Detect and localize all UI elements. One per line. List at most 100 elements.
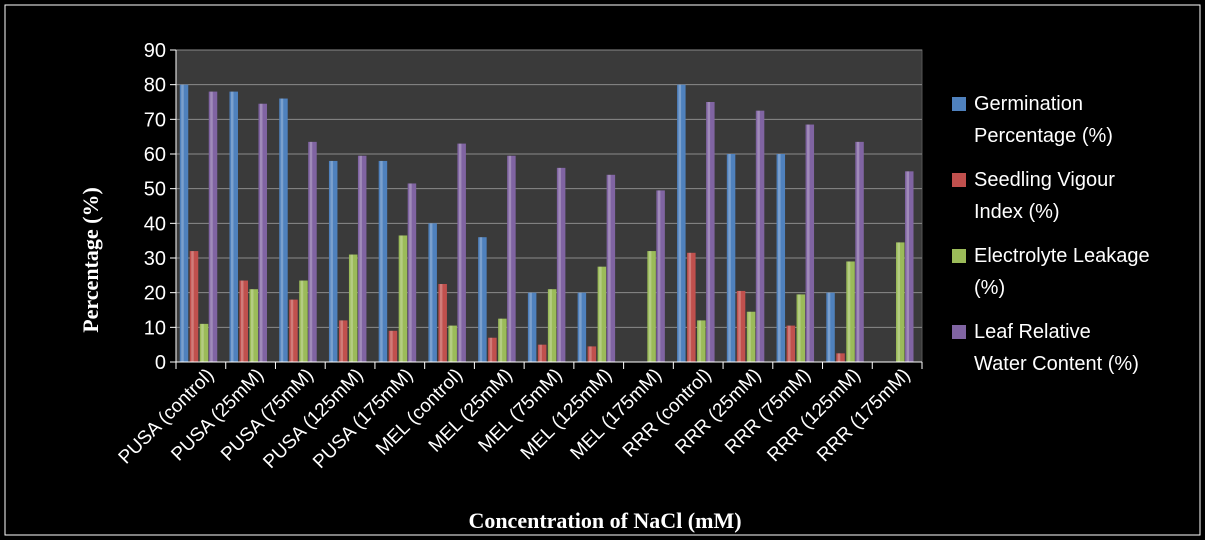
bar-leaf-water <box>855 141 864 362</box>
y-tick-label: 0 <box>155 352 166 374</box>
bar-highlight <box>449 325 453 362</box>
bar-leaf-water <box>457 143 466 362</box>
bars <box>179 84 914 363</box>
y-tick-label: 50 <box>144 179 166 201</box>
bar-seedling-vigour <box>736 290 746 362</box>
bar-highlight <box>579 292 582 362</box>
bar-highlight <box>250 289 254 362</box>
bar-leaf-water <box>258 103 267 362</box>
bar-highlight <box>400 235 403 362</box>
bar-highlight <box>707 102 711 362</box>
legend-label: Water Content (%) <box>974 353 1139 375</box>
bar-highlight <box>429 223 433 362</box>
bar-highlight <box>479 237 483 362</box>
bar-highlight <box>549 289 552 362</box>
bar-highlight <box>300 280 304 362</box>
bar-electrolyte-leakage <box>498 318 507 362</box>
bar-germination <box>776 154 786 362</box>
bar-highlight <box>657 190 661 362</box>
bar-seedling-vigour <box>189 251 199 362</box>
bar-highlight <box>599 266 602 362</box>
bar-highlight <box>230 91 234 362</box>
bar-seedling-vigour <box>587 346 597 362</box>
bar-highlight <box>678 84 682 363</box>
bar-germination <box>527 292 537 362</box>
bar-highlight <box>191 251 194 362</box>
bar-highlight <box>847 261 851 362</box>
bar-highlight <box>539 344 542 362</box>
bar-germination <box>577 292 587 362</box>
bar-seedling-vigour <box>687 252 696 362</box>
bar-highlight <box>390 330 393 362</box>
bar-highlight <box>906 171 910 362</box>
bar-leaf-water <box>706 102 715 362</box>
legend-item-leaf-water: Leaf Relative Water Content (%) <box>948 316 1198 380</box>
bar-germination <box>428 223 437 362</box>
bar-electrolyte-leakage <box>697 320 706 362</box>
bar-highlight <box>648 251 652 362</box>
bar-highlight <box>837 353 841 362</box>
bar-electrolyte-leakage <box>547 289 557 362</box>
bar-germination <box>378 160 388 362</box>
bar-germination <box>179 84 189 363</box>
bar-germination <box>478 237 487 362</box>
legend-item-seedling-vigour: Seedling Vigour Index (%) <box>948 164 1198 228</box>
bar-highlight <box>529 292 532 362</box>
bar-highlight <box>508 155 512 362</box>
legend-label: Percentage (%) <box>974 125 1113 147</box>
bar-leaf-water <box>407 183 417 362</box>
bar-electrolyte-leakage <box>896 242 905 362</box>
legend-label: Index (%) <box>974 201 1060 223</box>
bar-electrolyte-leakage <box>448 325 457 362</box>
bar-highlight <box>181 84 184 363</box>
bar-electrolyte-leakage <box>796 294 806 362</box>
bar-germination <box>279 98 288 363</box>
bar-highlight <box>558 167 561 362</box>
bar-highlight <box>897 242 901 362</box>
bar-highlight <box>280 98 284 363</box>
bar-highlight <box>589 346 592 362</box>
bar-highlight <box>330 160 333 362</box>
legend-label: Leaf Relative <box>974 321 1091 343</box>
bar-leaf-water <box>606 174 616 362</box>
bar-germination <box>726 154 736 362</box>
legend-item-electrolyte-leakage: Electrolyte Leakage (%) <box>948 240 1198 304</box>
bar-highlight <box>499 318 503 362</box>
bar-leaf-water <box>905 171 914 362</box>
bar-highlight <box>778 154 781 362</box>
y-tick-label: 40 <box>144 213 166 235</box>
y-tick-label: 90 <box>144 40 166 62</box>
legend-swatch <box>952 325 966 339</box>
bar-highlight <box>290 299 294 362</box>
bar-leaf-water <box>507 155 516 362</box>
bar-leaf-water <box>755 110 765 363</box>
bar-highlight <box>748 311 751 362</box>
bar-germination <box>677 84 686 363</box>
y-axis-ticks: 0 10 20 30 40 50 60 70 80 90 <box>144 40 177 374</box>
bar-electrolyte-leakage <box>249 289 258 362</box>
bar-highlight <box>489 337 493 362</box>
bar-germination <box>229 91 238 362</box>
legend-label: Germination <box>974 93 1083 115</box>
bar-leaf-water <box>208 91 218 362</box>
legend-label: (%) <box>974 277 1006 299</box>
bar-seedling-vigour <box>438 284 447 362</box>
y-axis-label: Percentage (%) <box>78 187 103 333</box>
bar-leaf-water <box>357 155 367 362</box>
y-tick-label: 70 <box>144 109 166 131</box>
bar-electrolyte-leakage <box>647 251 656 362</box>
bar-seedling-vigour <box>338 320 348 362</box>
bar-leaf-water <box>805 124 815 363</box>
bar-highlight <box>458 143 462 362</box>
bar-leaf-water <box>656 190 665 362</box>
legend-label: Seedling Vigour <box>974 169 1115 191</box>
bar-highlight <box>738 290 741 362</box>
bar-electrolyte-leakage <box>746 311 756 362</box>
bar-highlight <box>340 320 343 362</box>
y-tick-label: 80 <box>144 75 166 97</box>
bar-leaf-water <box>556 167 566 362</box>
bar-electrolyte-leakage <box>199 323 209 362</box>
y-tick-label: 60 <box>144 144 166 166</box>
bar-electrolyte-leakage <box>597 266 607 362</box>
bar-highlight <box>210 91 213 362</box>
